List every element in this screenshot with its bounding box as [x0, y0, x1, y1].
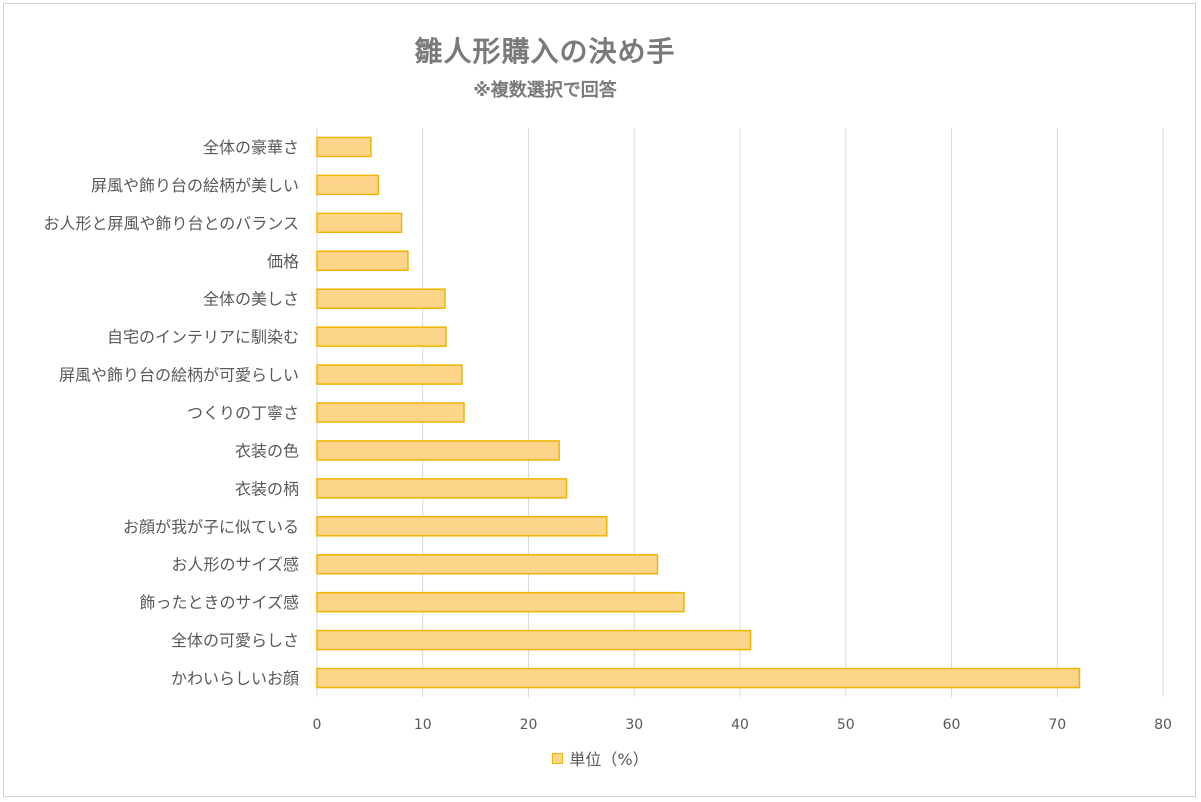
- x-tick-label: 20: [520, 717, 538, 733]
- bars: [316, 136, 1081, 689]
- category-label: お顔が我が子に似ている: [123, 517, 299, 536]
- bar: [316, 478, 568, 499]
- category-label: 屏風や飾り台の絵柄が美しい: [91, 176, 299, 195]
- legend: 単位（%）: [0, 746, 1201, 770]
- category-label: 飾ったときのサイズ感: [139, 593, 299, 612]
- x-tick-label: 30: [625, 717, 643, 733]
- legend-swatch: [552, 752, 564, 764]
- category-label: 屏風や飾り台の絵柄が可愛らしい: [59, 366, 299, 385]
- bar: [316, 591, 685, 613]
- bar: [316, 667, 1081, 689]
- chart-title: 雛人形購入の決め手: [414, 35, 676, 68]
- x-tick-label: 60: [943, 717, 961, 733]
- chart-frame: [3, 3, 1196, 797]
- category-label: 全体の豪華さ: [203, 138, 299, 157]
- category-label: 衣装の柄: [235, 479, 299, 498]
- category-label: 自宅のインテリアに馴染む: [107, 328, 299, 347]
- bar: [316, 326, 447, 347]
- x-tick-label: 80: [1154, 717, 1172, 733]
- category-labels: 全体の豪華さ屏風や飾り台の絵柄が美しいお人形と屏風や飾り台とのバランス価格全体の…: [43, 138, 299, 688]
- category-label: お人形のサイズ感: [171, 555, 299, 574]
- bar: [316, 364, 463, 385]
- x-tick-label: 0: [313, 717, 322, 733]
- bar: [316, 212, 403, 234]
- bar: [316, 136, 372, 158]
- bar: [316, 250, 409, 272]
- x-tick-labels: 0 10 20 30 40 50 60 70 80: [313, 717, 1172, 733]
- bar: [316, 553, 659, 575]
- category-label: 全体の美しさ: [203, 290, 299, 309]
- bar: [316, 174, 380, 196]
- category-label: つくりの丁寧さ: [187, 404, 299, 423]
- bar: [316, 516, 608, 537]
- legend-label: 単位（%）: [569, 750, 649, 769]
- category-label: かわいらしいお顔: [171, 669, 299, 688]
- bar: [316, 402, 465, 423]
- category-label: 全体の可愛らしさ: [171, 631, 299, 650]
- x-tick-label: 70: [1048, 717, 1066, 733]
- bar: [316, 440, 560, 461]
- category-label: 衣装の色: [235, 441, 299, 460]
- bar: [316, 629, 752, 651]
- category-label: 価格: [267, 252, 299, 271]
- chart-subtitle: ※複数選択で回答: [473, 80, 617, 101]
- x-tick-label: 40: [731, 717, 749, 733]
- x-tick-label: 10: [414, 717, 432, 733]
- bar: [316, 288, 446, 309]
- x-tick-label: 50: [837, 717, 855, 733]
- category-label: お人形と屏風や飾り台とのバランス: [43, 214, 299, 233]
